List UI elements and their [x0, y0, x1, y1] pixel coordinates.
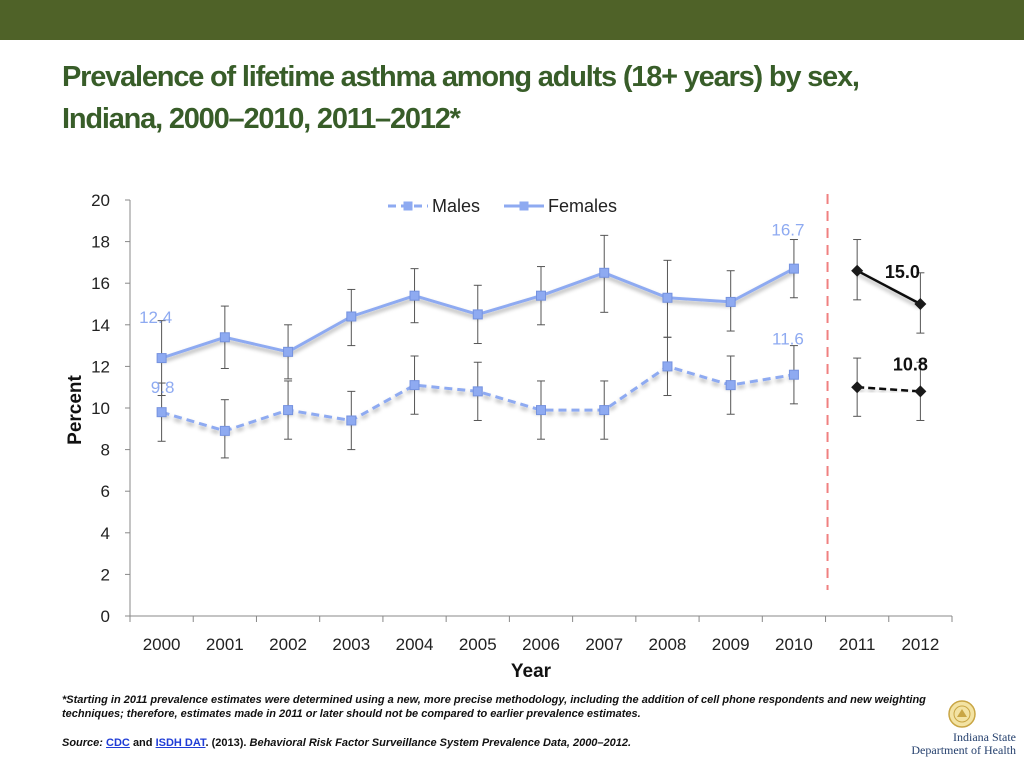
data-point-square [725, 380, 736, 391]
x-tick-label: 2008 [649, 635, 687, 654]
asthma-line-chart: 0 2 4 6 8 10 12 14 16 18 20 2000 2001 2002 2003 2004 200… [65, 191, 953, 682]
x-tick-label: 2009 [712, 635, 750, 654]
data-point-diamond [851, 381, 864, 394]
data-point-square [599, 405, 610, 416]
data-point-square [662, 361, 673, 372]
data-label: 9.8 [151, 378, 175, 397]
data-point-square [788, 263, 799, 274]
source-label: Source: [62, 737, 103, 749]
x-tick-label: 2004 [396, 635, 434, 654]
data-point-diamond [914, 385, 927, 398]
x-tick-label: 2003 [332, 635, 370, 654]
data-point-square [599, 267, 610, 278]
y-tick-label: 16 [91, 274, 110, 293]
legend-swatch-marker [403, 201, 413, 211]
header-bar [0, 0, 1024, 40]
data-point-square [346, 415, 357, 426]
data-labels: 12.4 9.8 16.7 11.6 15.0 10.8 [139, 221, 928, 398]
isdh-dat-link[interactable]: ISDH DAT [155, 737, 206, 749]
data-point-square [283, 405, 294, 416]
legend-label: Females [548, 196, 617, 216]
data-point-square [346, 311, 357, 322]
data-point-diamond [851, 264, 864, 277]
series-line-2 [857, 385, 921, 393]
source-title: Behavioral Risk Factor Surveillance Syst… [249, 737, 632, 749]
legend-swatch-marker [519, 201, 529, 211]
legend-label: Males [432, 196, 480, 216]
data-point-square [472, 309, 483, 320]
data-label: 11.6 [772, 330, 804, 349]
y-tick-label: 10 [91, 399, 110, 418]
y-tick-label: 12 [91, 357, 110, 376]
data-point-square [156, 407, 167, 418]
cdc-link[interactable]: CDC [106, 737, 130, 749]
x-tick-label: 2005 [459, 635, 497, 654]
source-and: and [132, 737, 153, 749]
data-point-square [156, 353, 167, 364]
data-point-square [472, 386, 483, 397]
x-tick-label: 2000 [143, 635, 181, 654]
x-tick-label: 2012 [901, 635, 939, 654]
y-tick-label: 14 [91, 316, 110, 335]
y-tick-label: 20 [91, 191, 110, 210]
data-point-square [283, 346, 294, 357]
data-point-square [725, 296, 736, 307]
data-point-square [219, 332, 230, 343]
logo-line-2: Department of Health [911, 743, 1016, 757]
footnote: *Starting in 2011 prevalence estimates w… [62, 694, 926, 720]
x-tick-label: 2010 [775, 635, 813, 654]
x-tick-label: 2001 [206, 635, 244, 654]
source-citation: Source: CDC and ISDH DAT. (2013). Behavi… [62, 736, 882, 750]
x-axis-title: Year [511, 661, 552, 682]
slide-title: Prevalence of lifetime asthma among adul… [62, 56, 982, 140]
source-year: . (2013). [205, 737, 247, 749]
data-point-square [536, 405, 546, 416]
legend: Males Females [388, 196, 617, 216]
data-point-square [409, 290, 420, 301]
data-label: 16.7 [771, 221, 804, 240]
series-markers [156, 263, 927, 436]
data-point-square [409, 380, 420, 391]
x-tick-label: 2007 [585, 635, 623, 654]
y-tick-label: 6 [101, 482, 110, 501]
error-bars [157, 234, 925, 459]
data-point-square [219, 425, 230, 436]
isdh-logo: Indiana State Department of Health [904, 700, 1016, 762]
y-tick-label: 8 [101, 441, 110, 460]
axes: 0 2 4 6 8 10 12 14 16 18 20 2000 2001 2002 2003 2004 200… [65, 191, 953, 682]
data-point-square [788, 369, 799, 380]
state-seal-icon [948, 700, 976, 728]
logo-line-1: Indiana State [953, 730, 1016, 744]
title-line-1: Prevalence of lifetime asthma among adul… [62, 61, 860, 93]
data-label: 10.8 [893, 354, 928, 374]
y-tick-label: 0 [101, 607, 110, 626]
data-point-diamond [914, 298, 927, 310]
data-point-square [536, 290, 546, 301]
title-line-2: Indiana, 2000–2010, 2011–2012* [62, 103, 461, 135]
y-axis-title: Percent [65, 374, 86, 444]
y-tick-label: 4 [101, 524, 110, 543]
data-label: 12.4 [139, 308, 172, 327]
x-tick-label: 2006 [522, 635, 560, 654]
y-tick-label: 2 [101, 565, 110, 584]
data-point-square [662, 292, 673, 303]
y-tick-label: 18 [91, 233, 110, 252]
series-line-3 [856, 269, 921, 306]
x-tick-label: 2002 [269, 635, 307, 654]
data-label: 15.0 [885, 262, 920, 282]
x-tick-label: 2011 [839, 635, 876, 654]
